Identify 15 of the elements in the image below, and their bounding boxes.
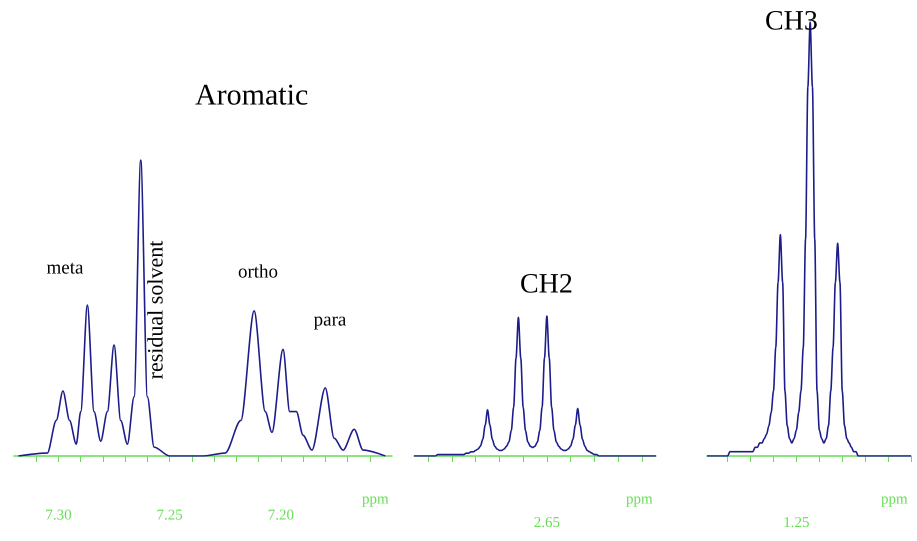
- chart-title: CH2: [520, 268, 573, 300]
- annotation: meta: [46, 258, 84, 278]
- x-axis-title: ppm: [362, 492, 389, 508]
- x-tick-label: 7.25: [156, 508, 183, 524]
- chart-title: Aromatic: [195, 78, 308, 112]
- x-tick-label: 7.20: [268, 508, 294, 524]
- chart-title: CH3: [765, 6, 818, 36]
- annotation: residual solvent: [142, 240, 168, 380]
- text: 2.65: [534, 515, 560, 531]
- x-axis-title: ppm: [881, 492, 908, 508]
- text: 7.30: [45, 508, 72, 524]
- text: 1.25: [783, 515, 810, 531]
- annotation: para: [314, 310, 347, 330]
- annotation: ortho: [238, 262, 278, 282]
- x-axis-title: ppm: [626, 492, 653, 508]
